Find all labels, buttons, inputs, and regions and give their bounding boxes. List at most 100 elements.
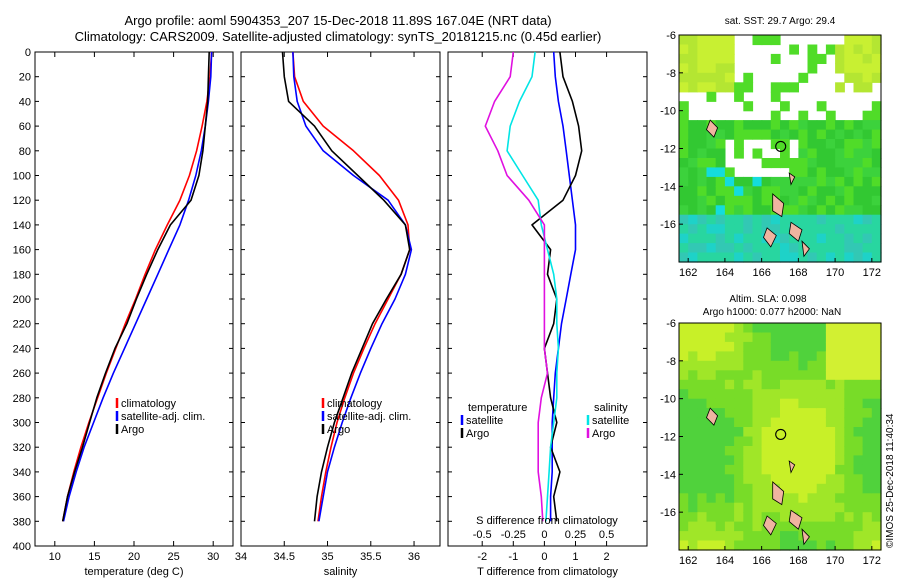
x-tick-label: 0 [541, 551, 547, 563]
map-cell [780, 370, 790, 381]
map-cell [697, 502, 708, 513]
map-cell [743, 101, 754, 112]
map-cell [715, 427, 726, 438]
map-cell [706, 205, 717, 216]
map-cell [862, 72, 873, 83]
map-cell [724, 531, 735, 542]
map-cell [844, 120, 855, 131]
map-cell [679, 44, 689, 55]
map-cell [853, 493, 864, 504]
map-cell [844, 243, 855, 254]
island [788, 172, 796, 186]
map-cell [825, 389, 836, 400]
map-cell [807, 44, 818, 55]
map-cell [752, 379, 763, 390]
map-cell [844, 129, 855, 140]
map-cell [853, 474, 864, 485]
map-cell [780, 398, 790, 409]
map-cell [752, 398, 763, 409]
map-cell [835, 176, 845, 187]
map-cell [715, 502, 726, 513]
map-cell [706, 91, 717, 102]
map-cell [807, 464, 818, 475]
map-cell [743, 129, 754, 140]
map-cell [688, 370, 698, 381]
map-cell [798, 120, 809, 131]
map-cell [871, 464, 882, 475]
map-cell [871, 351, 882, 362]
map-cell [706, 195, 717, 206]
map-cell [761, 186, 772, 197]
map-cell [789, 464, 799, 475]
map-cell [825, 436, 836, 447]
map-cell [798, 205, 809, 216]
map-cell [770, 446, 781, 457]
map-cell [679, 176, 689, 187]
top-tick-label: 0 [541, 529, 547, 541]
map-cell [798, 72, 809, 83]
map-cell [835, 63, 845, 74]
map-cell [789, 205, 799, 216]
map-cell [825, 493, 836, 504]
map-cell [807, 483, 818, 494]
map-cell [807, 139, 818, 150]
map-cell [679, 351, 689, 362]
map-cell [743, 186, 754, 197]
y-tick-label: 140 [13, 220, 31, 232]
map-cell [679, 427, 689, 438]
map-cell [724, 446, 735, 457]
map-cell [853, 176, 864, 187]
map-cell [844, 224, 855, 235]
map-cell [752, 502, 763, 513]
map-y-tick-label: -16 [660, 507, 676, 519]
map-cell [715, 186, 726, 197]
map-cell [798, 446, 809, 457]
map-cell [752, 531, 763, 542]
map-cell [789, 455, 799, 466]
map-cell [679, 360, 689, 371]
map-cell [697, 370, 708, 381]
y-tick-label: 380 [13, 516, 31, 528]
map-cell [706, 464, 717, 475]
map-cell [816, 195, 827, 206]
legend-label: climatology [327, 398, 383, 410]
map-y-tick-label: -10 [660, 106, 676, 118]
map-cell [724, 35, 735, 46]
map-cell [835, 483, 845, 494]
map-cell [706, 214, 717, 225]
map-cell [871, 323, 882, 334]
map-cell [724, 63, 735, 74]
map-cell [816, 436, 827, 447]
map-cell [679, 446, 689, 457]
map-cell [761, 195, 772, 206]
map-cell [825, 464, 836, 475]
map-cell [853, 243, 864, 254]
map-cell [789, 379, 799, 390]
map-cell [706, 379, 717, 390]
map-cell [743, 474, 754, 485]
map-y-tick-label: -6 [666, 30, 676, 42]
map-cell [853, 148, 864, 159]
map-x-tick-label: 166 [752, 555, 770, 567]
map-cell [734, 408, 744, 419]
map-cell [798, 379, 809, 390]
island [772, 481, 785, 506]
map-cell [825, 427, 836, 438]
map-cell [871, 148, 882, 159]
map-cell [679, 82, 689, 93]
map-cell [706, 531, 717, 542]
map-cell [798, 195, 809, 206]
map-cell [770, 408, 781, 419]
map-cell [697, 360, 708, 371]
map-cell [844, 341, 855, 352]
map-cell [816, 408, 827, 419]
map-cell [743, 455, 754, 466]
map-cell [706, 243, 717, 254]
map-cell [688, 214, 698, 225]
map-cell [770, 351, 781, 362]
map-cell [807, 370, 818, 381]
map-cell [697, 205, 708, 216]
map-cell [734, 233, 744, 244]
map-cell [761, 35, 772, 46]
map-cell [770, 129, 781, 140]
